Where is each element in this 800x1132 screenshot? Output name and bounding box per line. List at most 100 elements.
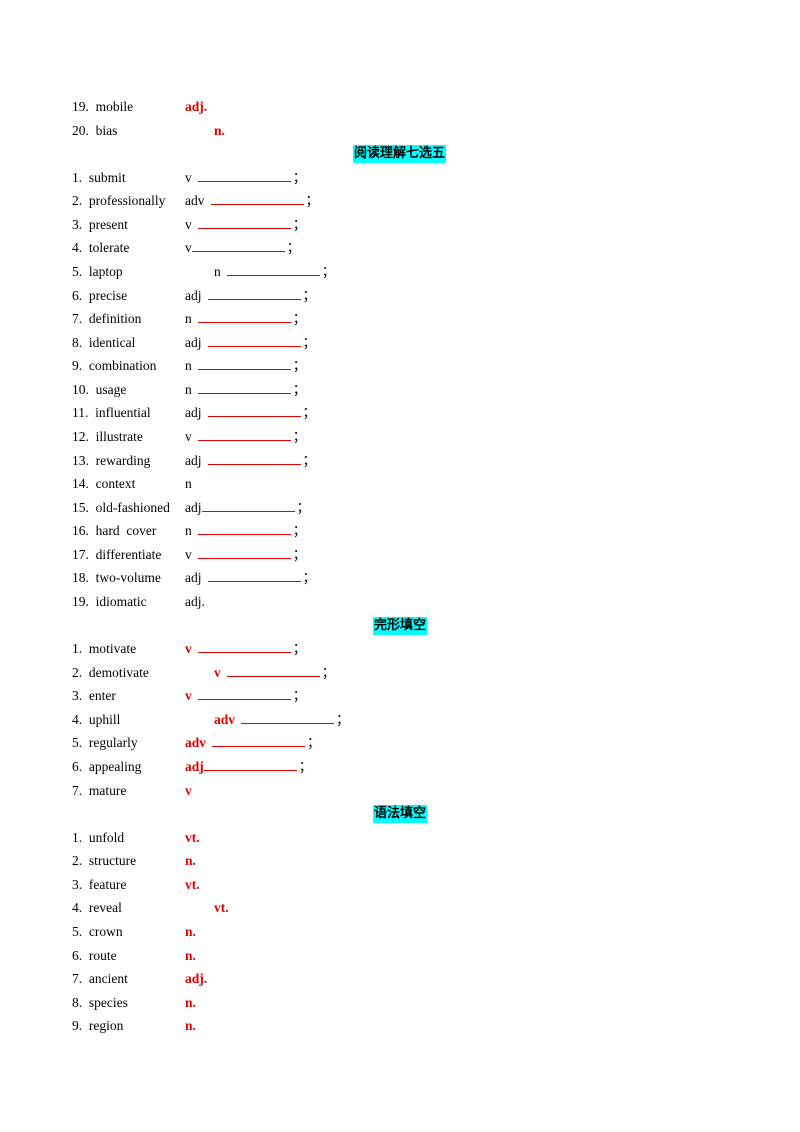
answer-blank[interactable] — [241, 710, 335, 724]
answer-blank[interactable] — [197, 356, 291, 370]
part-of-speech: adj. — [185, 592, 205, 612]
answer-blank[interactable] — [226, 663, 320, 677]
semicolon: ； — [302, 405, 317, 420]
part-of-speech-label: n — [185, 382, 192, 397]
part-of-speech-label: n. — [185, 948, 196, 963]
part-of-speech: n — [185, 474, 192, 494]
part-of-speech: v； — [185, 545, 306, 565]
vocab-word: 16. hard cover — [72, 523, 157, 538]
semicolon: ； — [302, 335, 317, 350]
part-of-speech: v； — [214, 663, 335, 683]
part-of-speech-label: adv — [185, 193, 205, 208]
part-of-speech: n. — [214, 121, 225, 141]
answer-blank[interactable] — [197, 545, 291, 559]
part-of-speech-label: n. — [185, 1018, 196, 1033]
vocab-word: 15. old-fashioned — [72, 500, 170, 515]
part-of-speech-label: n. — [185, 853, 196, 868]
vocab-word: 12. illustrate — [72, 429, 143, 444]
part-of-speech: v； — [185, 168, 306, 188]
semicolon: ； — [292, 523, 307, 538]
part-of-speech-label: adj — [185, 453, 202, 468]
vocab-word: 3. present — [72, 217, 128, 232]
part-of-speech-label: adv — [214, 712, 236, 727]
vocab-word: 9. region — [72, 1018, 124, 1033]
part-of-speech: adj ； — [185, 333, 316, 353]
part-of-speech: n. — [185, 1016, 196, 1036]
part-of-speech: adj ； — [185, 403, 316, 423]
vocab-word: 6. appealing — [72, 759, 142, 774]
part-of-speech: adj ； — [185, 498, 310, 518]
semicolon: ； — [302, 570, 317, 585]
semicolon: ； — [305, 193, 320, 208]
semicolon: ； — [292, 217, 307, 232]
answer-blank[interactable] — [197, 309, 291, 323]
part-of-speech: adj ； — [185, 757, 312, 777]
vocab-word: 10. usage — [72, 382, 127, 397]
part-of-speech: v； — [185, 427, 306, 447]
answer-blank[interactable] — [201, 498, 295, 512]
part-of-speech-label: v — [185, 641, 192, 656]
part-of-speech: n. — [185, 851, 196, 871]
answer-blank[interactable] — [207, 451, 301, 465]
vocab-word: 9. combination — [72, 358, 157, 373]
vocab-word: 6. route — [72, 948, 117, 963]
vocab-word: 14. context — [72, 476, 136, 491]
answer-blank[interactable] — [207, 286, 301, 300]
vocab-word: 4. reveal — [72, 900, 122, 915]
answer-blank[interactable] — [207, 568, 301, 582]
answer-blank[interactable] — [226, 262, 320, 276]
semicolon: ； — [292, 429, 307, 444]
part-of-speech-label: n. — [214, 123, 225, 138]
part-of-speech: n. — [185, 946, 196, 966]
part-of-speech: vt. — [185, 828, 200, 848]
answer-blank[interactable] — [197, 168, 291, 182]
part-of-speech: n. — [185, 922, 196, 942]
vocab-word: 19. mobile — [72, 99, 134, 114]
part-of-speech: v； — [185, 238, 300, 258]
answer-blank[interactable] — [203, 757, 297, 771]
part-of-speech: vt. — [185, 875, 200, 895]
vocab-word: 17. differentiate — [72, 547, 162, 562]
answer-blank[interactable] — [191, 238, 285, 252]
answer-blank[interactable] — [197, 521, 291, 535]
part-of-speech-label: v — [214, 665, 221, 680]
semicolon: ； — [292, 358, 307, 373]
answer-blank[interactable] — [197, 686, 291, 700]
vocab-word: 20. bias — [72, 123, 118, 138]
part-of-speech: v； — [185, 686, 306, 706]
part-of-speech-label: n. — [185, 995, 196, 1010]
part-of-speech-label: n — [185, 476, 192, 491]
vocab-word: 4. tolerate — [72, 240, 130, 255]
part-of-speech: n； — [185, 309, 306, 329]
answer-blank[interactable] — [207, 333, 301, 347]
answer-blank[interactable] — [197, 215, 291, 229]
semicolon: ； — [321, 264, 336, 279]
vocab-word: 7. mature — [72, 783, 127, 798]
part-of-speech-label: n — [185, 523, 192, 538]
part-of-speech-label: v — [185, 547, 192, 562]
semicolon: ； — [302, 288, 317, 303]
part-of-speech: v — [185, 781, 192, 801]
vocab-word: 5. laptop — [72, 264, 123, 279]
part-of-speech-label: vt. — [185, 830, 200, 845]
part-of-speech-label: adj — [185, 288, 202, 303]
vocab-word: 2. demotivate — [72, 665, 149, 680]
answer-blank[interactable] — [197, 427, 291, 441]
semicolon: ； — [321, 665, 336, 680]
part-of-speech: adj. — [185, 97, 207, 117]
answer-blank[interactable] — [210, 191, 304, 205]
part-of-speech-label: v — [185, 217, 192, 232]
answer-blank[interactable] — [207, 403, 301, 417]
vocab-word: 8. identical — [72, 335, 136, 350]
part-of-speech-label: adv — [185, 735, 207, 750]
answer-blank[interactable] — [212, 733, 306, 747]
answer-blank[interactable] — [197, 639, 291, 653]
part-of-speech-label: adj. — [185, 99, 208, 114]
vocab-word: 11. influential — [72, 405, 151, 420]
vocab-word: 3. enter — [72, 688, 116, 703]
semicolon: ； — [336, 712, 350, 727]
part-of-speech-label: adj — [185, 335, 202, 350]
part-of-speech: adj. — [185, 969, 207, 989]
answer-blank[interactable] — [197, 380, 291, 394]
semicolon: ； — [292, 382, 307, 397]
